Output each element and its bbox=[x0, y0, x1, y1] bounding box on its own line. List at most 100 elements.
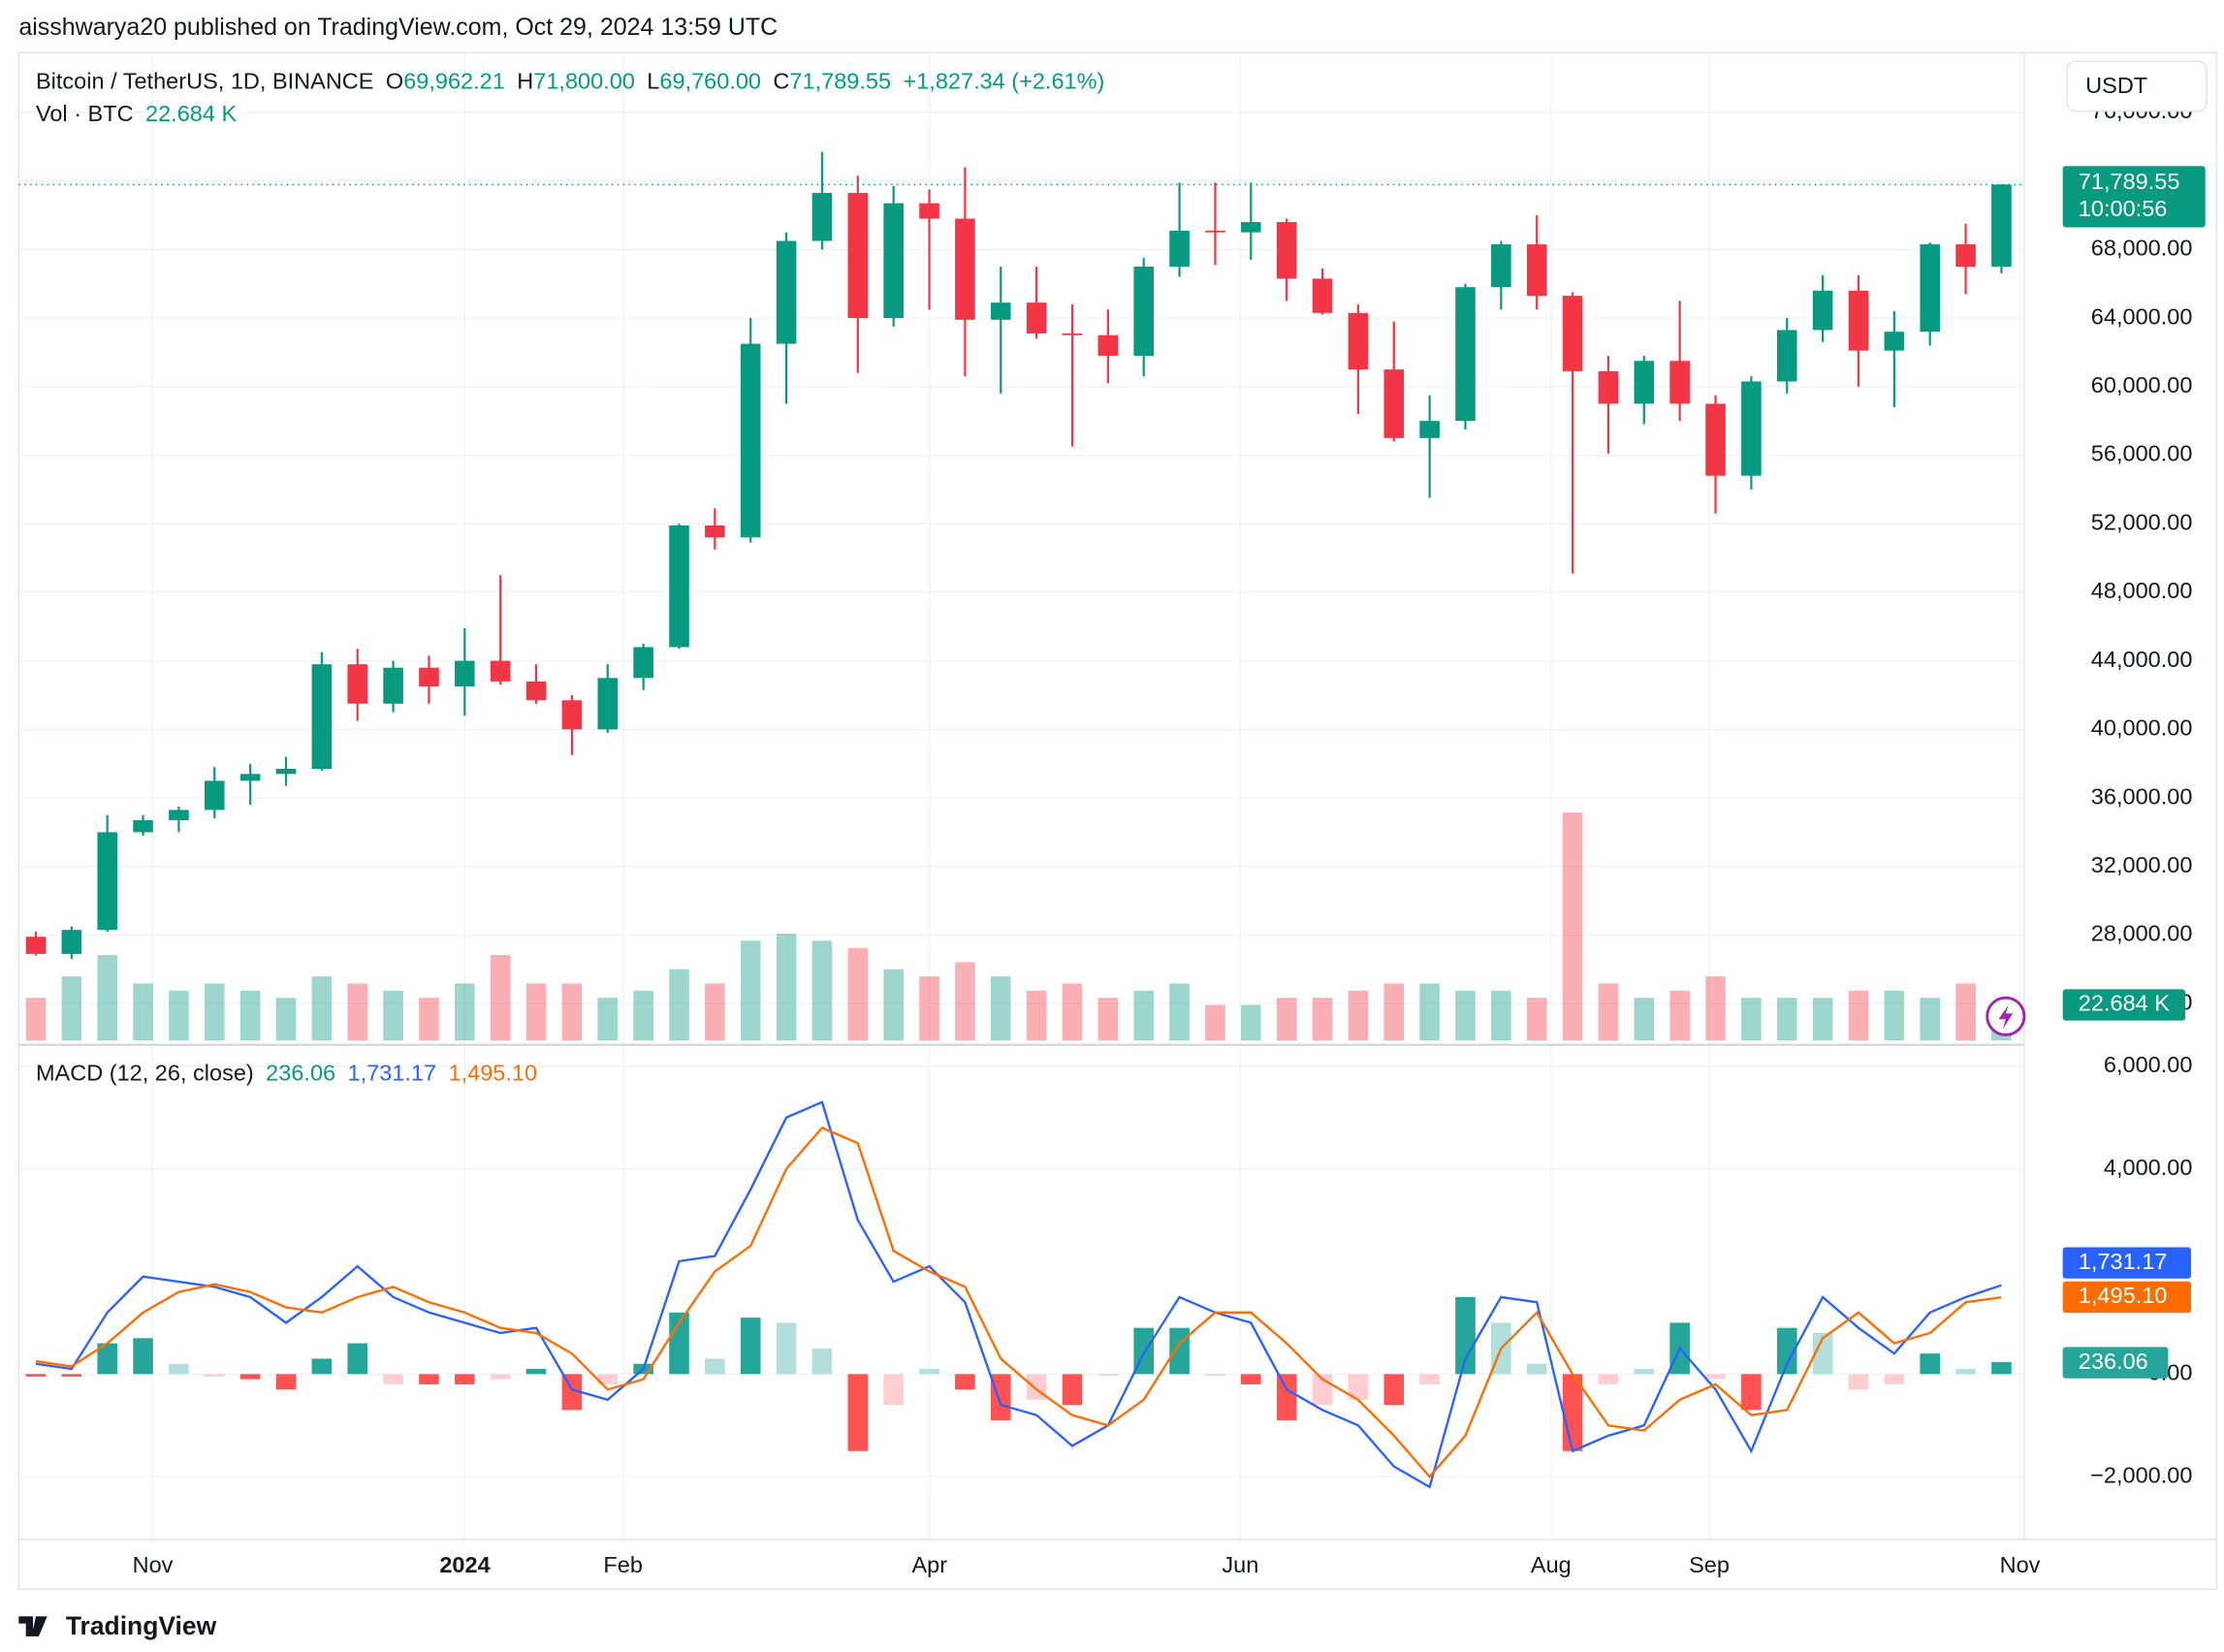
volume-bar bbox=[525, 983, 547, 1041]
y-tick-label: 32,000.00 bbox=[2091, 852, 2193, 877]
macd-histogram-bar bbox=[1812, 1332, 1833, 1375]
macd-histogram-bar bbox=[1169, 1327, 1190, 1375]
volume-bar bbox=[740, 940, 761, 1041]
macd-histogram-bar bbox=[525, 1369, 547, 1375]
symbol-legend: Bitcoin / TetherUS, 1D, BINANCE O69,962.… bbox=[36, 68, 1104, 93]
macd-hist-value: 236.06 bbox=[266, 1061, 335, 1086]
volume-bar bbox=[1776, 998, 1797, 1041]
volume-bar bbox=[133, 983, 153, 1041]
macd-histogram-bar bbox=[776, 1322, 797, 1375]
macd-histogram-bar bbox=[597, 1374, 619, 1384]
macd-histogram-bar bbox=[1955, 1369, 1976, 1375]
volume-bar bbox=[705, 983, 725, 1041]
candle-body bbox=[25, 937, 47, 954]
macd-histogram-bar bbox=[883, 1374, 904, 1406]
candle-body bbox=[919, 203, 939, 219]
volume-bar bbox=[669, 969, 689, 1041]
candle-body bbox=[1669, 361, 1690, 404]
volume-bar bbox=[1062, 983, 1083, 1041]
y-tick-label: 28,000.00 bbox=[2091, 921, 2193, 946]
macd-histogram-bar bbox=[61, 1374, 82, 1377]
candle-body bbox=[955, 218, 975, 320]
volume-bar bbox=[1241, 1004, 1261, 1041]
volume-bar bbox=[776, 934, 797, 1041]
macd-histogram-bar bbox=[740, 1318, 761, 1375]
macd-histogram-bar bbox=[419, 1374, 439, 1384]
x-tick-label: Feb bbox=[603, 1552, 643, 1577]
volume-bar bbox=[1348, 990, 1369, 1041]
volume-bar bbox=[1419, 983, 1440, 1041]
macd-value-label: 1,731.17 bbox=[2079, 1249, 2168, 1274]
logo-text: TradingView bbox=[66, 1611, 217, 1640]
ohlc-key: L bbox=[647, 68, 659, 93]
volume-bar bbox=[633, 990, 653, 1041]
candle-layer bbox=[18, 151, 2024, 960]
y-tick-label: 6,000.00 bbox=[2104, 1052, 2193, 1077]
y-tick-label: 44,000.00 bbox=[2091, 647, 2193, 672]
candle-body bbox=[1383, 369, 1405, 438]
ohlc-key: C bbox=[773, 68, 789, 93]
macd-histogram-bar bbox=[1241, 1374, 1261, 1384]
x-tick-label: Sep bbox=[1689, 1552, 1730, 1577]
candle-body bbox=[847, 193, 869, 319]
candle-body bbox=[1169, 230, 1190, 268]
candle-body bbox=[133, 820, 153, 833]
volume-bar bbox=[1383, 983, 1405, 1041]
volume-bar bbox=[1133, 990, 1155, 1041]
candle-body bbox=[419, 667, 439, 687]
candle-body bbox=[883, 203, 904, 319]
macd-legend: MACD (12, 26, close) 236.06 1,731.17 1,4… bbox=[36, 1061, 537, 1086]
candle-body bbox=[61, 930, 82, 954]
volume-bar bbox=[1276, 998, 1297, 1041]
candle-body bbox=[97, 832, 117, 931]
volume-bar bbox=[811, 940, 833, 1041]
macd-histogram-bar bbox=[1598, 1374, 1619, 1384]
currency-button[interactable] bbox=[2066, 60, 2208, 112]
volume-bar bbox=[955, 962, 975, 1041]
candle-body bbox=[669, 524, 689, 648]
volume-bar bbox=[1312, 998, 1333, 1041]
macd-histogram-bar bbox=[490, 1374, 511, 1380]
macd-histogram-bar bbox=[311, 1358, 333, 1375]
y-tick-label: 40,000.00 bbox=[2091, 715, 2193, 741]
volume-bar bbox=[419, 998, 439, 1041]
candle-body bbox=[311, 664, 333, 770]
symbol: Bitcoin / TetherUS, 1D, BINANCE bbox=[36, 68, 374, 93]
candle-body bbox=[1348, 312, 1369, 370]
macd-histogram-bar bbox=[1920, 1353, 1940, 1375]
candle-body bbox=[811, 193, 833, 241]
candle-body bbox=[204, 780, 225, 810]
candle-body bbox=[525, 681, 547, 701]
volume-bar bbox=[311, 976, 333, 1041]
y-tick-label: 52,000.00 bbox=[2091, 509, 2193, 534]
volume-bar bbox=[990, 976, 1011, 1041]
y-tick-label: 48,000.00 bbox=[2091, 578, 2193, 603]
candle-body bbox=[776, 240, 797, 344]
x-tick-label: Aug bbox=[1531, 1552, 1572, 1577]
macd-layer bbox=[25, 1100, 2012, 1489]
y-tick-label: 4,000.00 bbox=[2104, 1155, 2193, 1180]
ohlc-value: 71,800.00 bbox=[533, 68, 635, 93]
logo-mark bbox=[18, 1616, 48, 1636]
volume-bar bbox=[455, 983, 475, 1041]
volume-box-label: 22.684 K bbox=[2079, 991, 2170, 1016]
candle-body bbox=[1741, 381, 1762, 476]
volume-bar bbox=[1598, 983, 1619, 1041]
tradingview-logo: TradingView bbox=[18, 1611, 217, 1640]
candle-body bbox=[383, 667, 403, 704]
volume-bar bbox=[1526, 998, 1547, 1041]
currency-label[interactable]: USDT bbox=[2085, 73, 2147, 98]
candle-body bbox=[740, 343, 761, 538]
macd-histogram-bar bbox=[705, 1358, 725, 1375]
macd-histogram-bar bbox=[919, 1369, 939, 1375]
macd-histogram-bar bbox=[1455, 1296, 1476, 1375]
last-price-box bbox=[2062, 166, 2206, 228]
macd-histogram-bar bbox=[97, 1343, 117, 1375]
candle-body bbox=[1491, 244, 1511, 288]
volume-bar bbox=[1741, 998, 1762, 1041]
macd-histogram-bar bbox=[990, 1374, 1011, 1420]
macd-histogram-bar bbox=[1991, 1361, 2012, 1375]
